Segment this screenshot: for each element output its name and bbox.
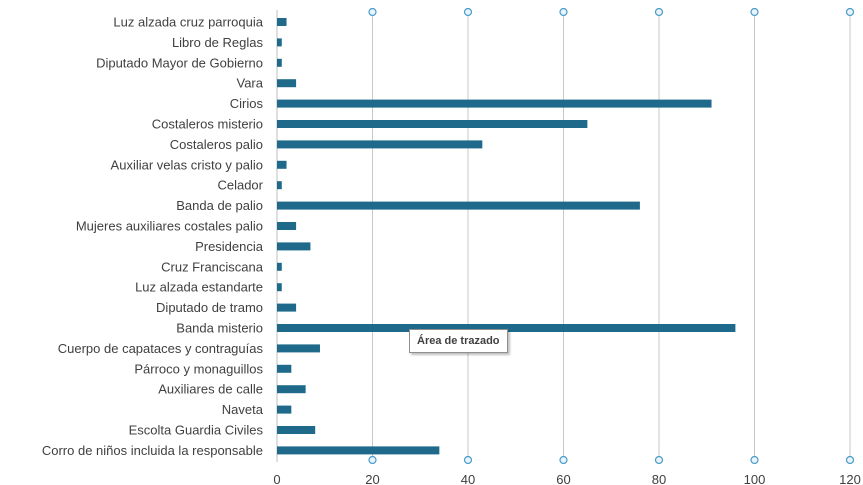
x-axis-tick-labels: 0 20 40 60 80 100 120 — [273, 472, 860, 485]
category-label: Auxiliar velas cristo y palio — [111, 157, 263, 172]
bar[interactable] — [277, 58, 282, 67]
category-label: Libro de Reglas — [172, 35, 264, 50]
bars — [277, 18, 736, 455]
gridlines — [276, 7, 855, 465]
category-label: Costaleros misterio — [152, 117, 263, 132]
bar[interactable] — [277, 99, 712, 108]
bar[interactable] — [277, 79, 297, 88]
category-label: Párroco y monaguillos — [134, 361, 263, 376]
gridline-top-handle[interactable] — [845, 7, 855, 17]
plot-area-tooltip: Área de trazado — [409, 329, 508, 353]
gridline-bottom-handle[interactable] — [654, 455, 664, 465]
gridline-bottom-handle[interactable] — [463, 455, 473, 465]
gridline-top-handle[interactable] — [654, 7, 664, 17]
bar[interactable] — [277, 262, 282, 271]
category-labels: Luz alzada cruz parroquia Libro de Reglas… — [42, 15, 264, 458]
bar[interactable] — [277, 222, 297, 230]
bar[interactable] — [277, 405, 292, 414]
category-label: Luz alzada estandarte — [135, 280, 263, 295]
category-label: Costaleros palio — [170, 137, 263, 152]
category-label: Diputado de tramo — [156, 300, 263, 315]
x-tick-label: 40 — [461, 472, 475, 485]
category-label: Naveta — [222, 402, 264, 417]
category-label: Corro de niños incluida la responsable — [42, 443, 263, 458]
bar[interactable] — [277, 120, 588, 128]
bar[interactable] — [277, 201, 640, 210]
category-label: Auxiliares de calle — [158, 382, 263, 397]
gridline-top-handle[interactable] — [463, 7, 473, 17]
bar[interactable] — [277, 446, 440, 455]
category-label: Banda misterio — [176, 321, 263, 336]
category-label: Cruz Franciscana — [161, 259, 264, 274]
bar[interactable] — [277, 344, 320, 353]
gridline-top-handle[interactable] — [750, 7, 759, 17]
bar[interactable] — [277, 18, 287, 26]
gridline-bottom-handle[interactable] — [750, 455, 759, 465]
gridline-top-handle[interactable] — [368, 7, 377, 17]
category-label: Vara — [237, 76, 264, 91]
bar[interactable] — [277, 283, 282, 292]
bar[interactable] — [277, 38, 282, 47]
gridline-bottom-handle[interactable] — [845, 455, 855, 465]
category-label: Cuerpo de capataces y contraguías — [58, 341, 264, 356]
bar[interactable] — [277, 324, 736, 332]
x-tick-label: 100 — [744, 472, 766, 485]
gridline-bottom-handle[interactable] — [559, 455, 568, 465]
x-tick-label: 60 — [556, 472, 570, 485]
category-label: Escolta Guardia Civiles — [129, 423, 264, 438]
bar[interactable] — [277, 242, 311, 251]
bar[interactable] — [277, 385, 306, 394]
gridline-top-handle[interactable] — [559, 7, 568, 17]
category-label: Banda de palio — [176, 198, 263, 213]
bar[interactable] — [277, 181, 282, 190]
x-tick-label: 80 — [652, 472, 666, 485]
bar[interactable] — [277, 160, 287, 169]
category-label: Presidencia — [195, 239, 264, 254]
bar[interactable] — [277, 140, 483, 149]
x-tick-label: 20 — [365, 472, 379, 485]
category-label: Luz alzada cruz parroquia — [113, 15, 263, 30]
gridline-bottom-handle[interactable] — [368, 455, 377, 465]
bar[interactable] — [277, 303, 297, 312]
bar[interactable] — [277, 364, 292, 373]
category-label: Celador — [217, 178, 263, 193]
bar[interactable] — [277, 426, 316, 434]
x-tick-label: 120 — [839, 472, 861, 485]
category-label: Mujeres auxiliares costales palio — [76, 219, 263, 234]
category-label: Cirios — [230, 96, 264, 111]
category-label: Diputado Mayor de Gobierno — [96, 55, 263, 70]
x-tick-label: 0 — [273, 472, 280, 485]
